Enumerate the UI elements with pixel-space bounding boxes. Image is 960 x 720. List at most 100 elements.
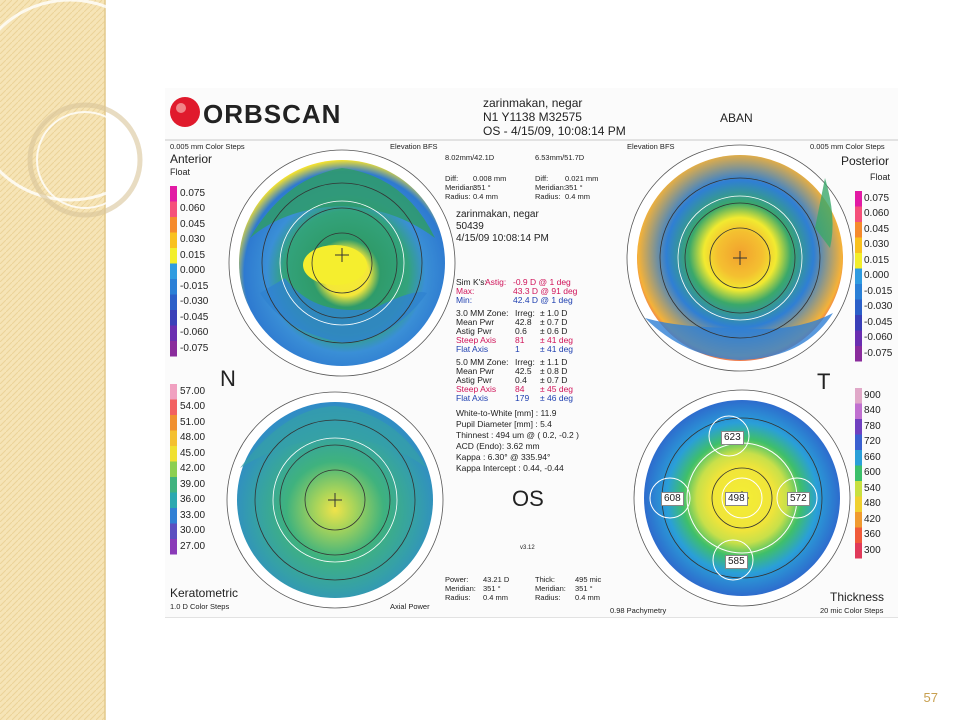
- side-strip: [0, 0, 105, 720]
- power-color-scale: [170, 384, 177, 555]
- measurement-row: ACD (Endo): 3.62 mm: [456, 441, 540, 451]
- scale-swatch: [855, 284, 862, 300]
- anterior-bfs: 8.02mm/42.1D: [445, 153, 495, 162]
- scale-swatch: [855, 465, 862, 481]
- scale-value: 0.015: [864, 254, 890, 266]
- scale-swatch: [855, 434, 862, 450]
- orbscan-report: ORBSCAN zarinmakan, negar N1 Y1138 M3257…: [165, 88, 898, 618]
- pachymetry-label: 0.98 Pachymetry: [610, 606, 667, 615]
- scale-value: 900: [864, 389, 881, 401]
- zone3-astig-dev: ± 0.6 D: [540, 326, 568, 336]
- scale-swatch: [855, 206, 862, 222]
- simk-max-value: 43.3 D @ 91 deg: [513, 286, 578, 296]
- measurement-row: Kappa Intercept : 0.44, -0.44: [456, 463, 564, 473]
- scale-value: -0.045: [864, 316, 893, 328]
- zone5-mean-dev: ± 0.8 D: [540, 366, 568, 376]
- simk-min-label: Min:: [456, 295, 473, 305]
- power-value: 43.21 D: [483, 575, 510, 584]
- zone3-flat-dev: ± 41 deg: [540, 344, 574, 354]
- thk-meridian-value: 351 °: [575, 584, 593, 593]
- measurement-row: Kappa : 6.30° @ 335.94°: [456, 452, 551, 462]
- scale-value: 39.00: [180, 478, 206, 490]
- zone3-steep-value: 81: [515, 335, 525, 345]
- power-label: Power:: [445, 575, 469, 584]
- scale-swatch: [170, 446, 177, 462]
- posterior-title: Posterior: [841, 154, 890, 168]
- thickness-inferior: 585: [725, 555, 748, 569]
- clinic-name: ABAN: [720, 111, 753, 125]
- scale-value: 0.060: [180, 203, 206, 215]
- brand-name: ORBSCAN: [203, 99, 342, 129]
- scale-swatch: [170, 294, 177, 310]
- scale-value: 0.030: [180, 234, 206, 246]
- zone3-astig-label: Astig Pwr: [456, 326, 492, 336]
- scale-value: -0.060: [864, 332, 893, 344]
- keratometric-title: Keratometric: [170, 586, 239, 600]
- scale-value: 36.00: [180, 494, 206, 506]
- scale-swatch: [170, 399, 177, 415]
- scale-swatch: [855, 330, 862, 346]
- scale-swatch: [170, 310, 177, 326]
- scale-swatch: [170, 539, 177, 555]
- thk-meridian-label: Meridian:: [535, 584, 566, 593]
- zone5-flat-dev: ± 46 deg: [540, 393, 574, 403]
- zone5-steep-value: 84: [515, 384, 525, 394]
- zone5-flat-value: 179: [515, 393, 530, 403]
- scale-swatch: [855, 222, 862, 238]
- thickness-temporal: 572: [787, 492, 810, 506]
- anterior-float-map: [228, 149, 456, 377]
- simk-astig-value: -0.9 D @ 1 deg: [513, 277, 571, 287]
- scale-swatch: [855, 346, 862, 362]
- simk-label: Sim K's:: [456, 277, 487, 287]
- scale-value: 0.030: [864, 239, 890, 251]
- zone5-label: 5.0 MM Zone:: [456, 357, 509, 367]
- scale-value: -0.015: [864, 285, 893, 297]
- anterior-radius-value: 0.4 mm: [473, 192, 499, 201]
- scale-value: 48.00: [180, 432, 206, 444]
- scale-value: 540: [864, 482, 881, 494]
- scale-swatch: [170, 384, 177, 400]
- posterior-diff-label: Diff:: [535, 174, 549, 183]
- scale-swatch: [170, 201, 177, 217]
- scale-swatch: [855, 253, 862, 269]
- thick-value: 495 mic: [575, 575, 602, 584]
- exam-datetime: OS - 4/15/09, 10:08:14 PM: [483, 124, 626, 138]
- simk-min-value: 42.4 D @ 1 deg: [513, 295, 573, 305]
- zone5-astig-value: 0.4: [515, 375, 527, 385]
- keratometric-map-type: Axial Power: [390, 602, 430, 611]
- scale-swatch: [170, 186, 177, 202]
- ker-radius-value: 0.4 mm: [483, 593, 509, 602]
- zone3-label: 3.0 MM Zone:: [456, 308, 509, 318]
- scale-value: 600: [864, 467, 881, 479]
- scale-value: 840: [864, 405, 881, 417]
- scale-value: -0.015: [180, 280, 209, 292]
- anterior-diff-value: 0.008 mm: [473, 174, 507, 183]
- scale-swatch: [170, 415, 177, 431]
- anterior-reference: Elevation BFS: [390, 142, 438, 151]
- zone3-mean-value: 42.8: [515, 317, 532, 327]
- scale-value: 0.075: [180, 187, 206, 199]
- zone3-mean-label: Mean Pwr: [456, 317, 495, 327]
- scale-swatch: [855, 268, 862, 284]
- zone5-mean-value: 42.5: [515, 366, 532, 376]
- scale-swatch: [170, 430, 177, 446]
- page-number: 57: [923, 690, 938, 705]
- scale-swatch: [170, 217, 177, 233]
- thickness-superior: 623: [721, 431, 744, 445]
- scale-swatch: [170, 325, 177, 341]
- scale-swatch: [170, 492, 177, 508]
- scale-swatch: [855, 315, 862, 331]
- anterior-diff-label: Diff:: [445, 174, 459, 183]
- scale-value: 27.00: [180, 540, 206, 552]
- patient-id: N1 Y1138 M32575: [483, 110, 582, 124]
- scale-value: -0.060: [180, 327, 209, 339]
- thickness-center: 498: [725, 492, 748, 506]
- zone5-irreg-label: Irreg:: [515, 357, 535, 367]
- scale-value: 480: [864, 498, 881, 510]
- patient-name: zarinmakan, negar: [483, 96, 583, 110]
- zone5-flat-label: Flat Axis: [456, 393, 489, 403]
- scale-value: 54.00: [180, 401, 206, 413]
- scale-value: 420: [864, 513, 881, 525]
- report-graphics: [165, 97, 898, 618]
- info-name: zarinmakan, negar: [456, 209, 539, 220]
